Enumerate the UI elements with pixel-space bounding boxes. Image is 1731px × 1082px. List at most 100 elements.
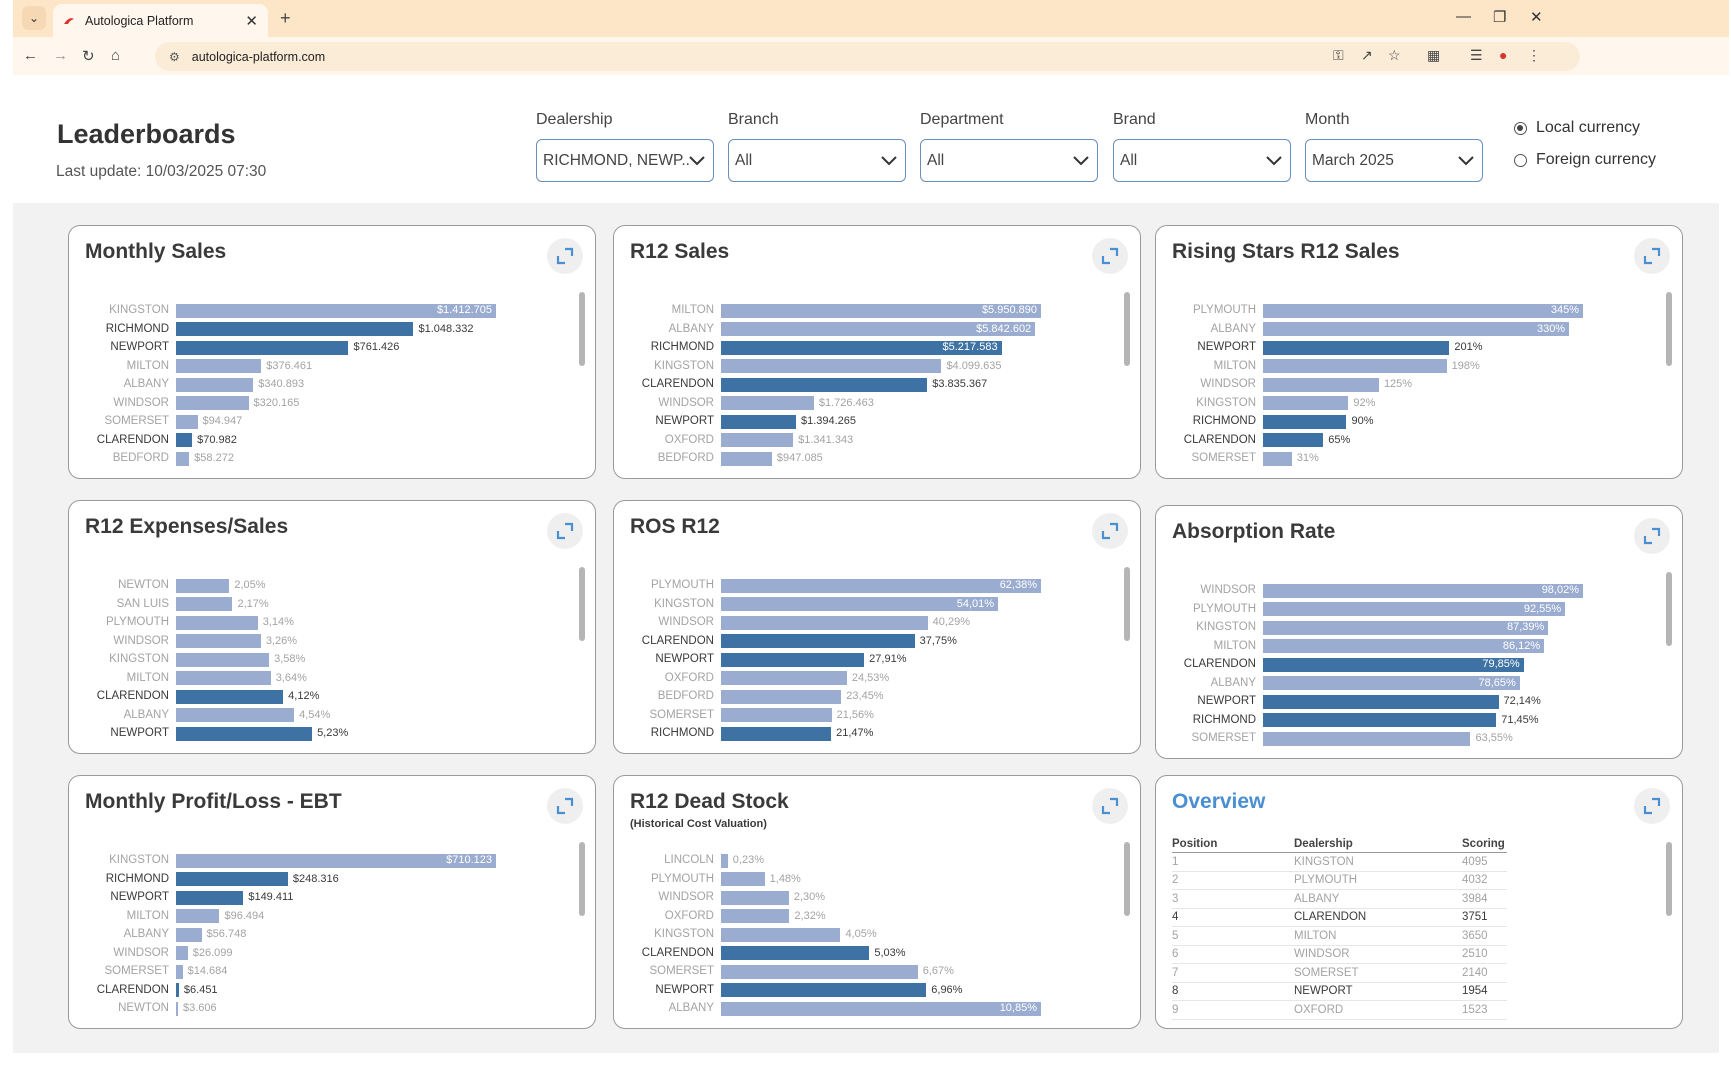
bar[interactable] (1263, 639, 1545, 653)
bar[interactable] (176, 615, 258, 630)
menu-kebab-icon[interactable]: ⋮ (1527, 47, 1541, 63)
bar[interactable] (1263, 713, 1497, 727)
bar[interactable] (1263, 694, 1499, 709)
expand-button[interactable] (1092, 513, 1128, 549)
bar[interactable] (176, 597, 233, 611)
bar[interactable] (1263, 451, 1292, 466)
scrollbar-thumb[interactable] (579, 292, 585, 366)
bar[interactable] (721, 396, 814, 410)
bar[interactable] (721, 708, 832, 722)
table-row[interactable]: 7 SOMERSET 2140 (1172, 964, 1507, 983)
scrollbar[interactable] (579, 842, 585, 1022)
bar[interactable] (176, 853, 496, 868)
bar[interactable] (176, 322, 414, 336)
department-select[interactable]: All (920, 139, 1098, 182)
bar[interactable] (1263, 583, 1583, 598)
bar[interactable] (721, 853, 728, 868)
tab-close-icon[interactable]: ✕ (245, 12, 258, 30)
foreign-currency-radio[interactable]: Foreign currency (1514, 151, 1656, 169)
expand-button[interactable] (1634, 788, 1670, 824)
bar[interactable] (721, 597, 999, 611)
table-row[interactable]: 6 WINDSOR 2510 (1172, 946, 1507, 964)
bar[interactable] (721, 983, 927, 997)
expand-button[interactable] (1092, 238, 1128, 274)
bar[interactable] (176, 890, 244, 905)
bar[interactable] (721, 1001, 1041, 1016)
expand-button[interactable] (547, 513, 583, 549)
scrollbar[interactable] (1666, 572, 1672, 752)
back-icon[interactable]: ← (23, 47, 38, 64)
scrollbar-thumb[interactable] (1666, 292, 1672, 366)
table-row[interactable]: 4 CLARENDON 3751 (1172, 909, 1507, 927)
bar[interactable] (176, 708, 295, 722)
scrollbar-thumb[interactable] (1124, 292, 1130, 366)
profile-icon[interactable]: ● (1499, 47, 1508, 63)
bar[interactable] (721, 927, 841, 942)
bar[interactable] (721, 890, 789, 905)
bar[interactable] (176, 872, 288, 886)
bar[interactable] (1263, 657, 1524, 672)
scrollbar[interactable] (1124, 842, 1130, 1022)
scrollbar-thumb[interactable] (1666, 572, 1672, 646)
expand-button[interactable] (547, 788, 583, 824)
minimize-icon[interactable]: — (1456, 8, 1471, 25)
table-row[interactable]: 3 ALBANY 3984 (1172, 890, 1507, 909)
expand-button[interactable] (1092, 788, 1128, 824)
brand-select[interactable]: All (1113, 139, 1291, 182)
bar[interactable] (176, 578, 230, 593)
bar[interactable] (176, 340, 349, 355)
bar[interactable] (721, 872, 765, 886)
bar[interactable] (1263, 340, 1450, 355)
scrollbar[interactable] (579, 567, 585, 747)
scrollbar[interactable] (1666, 292, 1672, 472)
bar[interactable] (721, 964, 918, 979)
bar[interactable] (176, 1001, 178, 1016)
bar[interactable] (176, 634, 261, 648)
bar[interactable] (1263, 359, 1447, 373)
bar[interactable] (721, 652, 865, 667)
bar[interactable] (1263, 602, 1566, 616)
local-currency-radio[interactable]: Local currency (1514, 119, 1640, 137)
scrollbar[interactable] (1124, 567, 1130, 747)
scrollbar-thumb[interactable] (579, 842, 585, 916)
bar[interactable] (721, 726, 832, 741)
close-window-icon[interactable]: ✕ (1530, 9, 1543, 26)
bar[interactable] (176, 433, 193, 447)
bar[interactable] (721, 615, 928, 630)
expand-button[interactable] (547, 238, 583, 274)
scrollbar[interactable] (1124, 292, 1130, 472)
bar[interactable] (721, 340, 1002, 355)
bar[interactable] (1263, 731, 1471, 746)
bar[interactable] (1263, 396, 1349, 410)
bar[interactable] (1263, 414, 1347, 429)
bar[interactable] (176, 927, 202, 942)
bar[interactable] (176, 652, 270, 667)
branch-select[interactable]: All (728, 139, 906, 182)
scrollbar-thumb[interactable] (1124, 842, 1130, 916)
bar[interactable] (176, 451, 190, 466)
scrollbar-thumb[interactable] (579, 567, 585, 641)
site-info-icon[interactable]: ⚙ (169, 49, 180, 64)
bar[interactable] (176, 909, 220, 923)
table-row[interactable]: 2 PLYMOUTH 4032 (1172, 872, 1507, 890)
tab-search-chevron-icon[interactable]: ⌄ (22, 6, 46, 30)
bar[interactable] (176, 303, 496, 318)
bar[interactable] (721, 578, 1041, 593)
bar[interactable] (721, 322, 1036, 336)
bar[interactable] (176, 377, 254, 392)
home-icon[interactable]: ⌂ (111, 47, 121, 64)
bar[interactable] (721, 946, 870, 960)
bar[interactable] (1263, 303, 1583, 318)
bar[interactable] (721, 909, 790, 923)
bar[interactable] (721, 377, 928, 392)
bar[interactable] (1263, 433, 1324, 447)
table-row[interactable]: 9 OXFORD 1523 (1172, 1001, 1507, 1020)
bar[interactable] (1263, 620, 1549, 635)
password-key-icon[interactable]: ⚿ (1333, 47, 1344, 63)
bar[interactable] (176, 671, 271, 685)
scrollbar-thumb[interactable] (1666, 842, 1672, 916)
bar[interactable] (721, 359, 942, 373)
scrollbar[interactable] (1666, 842, 1672, 1022)
bar[interactable] (176, 946, 188, 960)
scrollbar-thumb[interactable] (1124, 567, 1130, 641)
